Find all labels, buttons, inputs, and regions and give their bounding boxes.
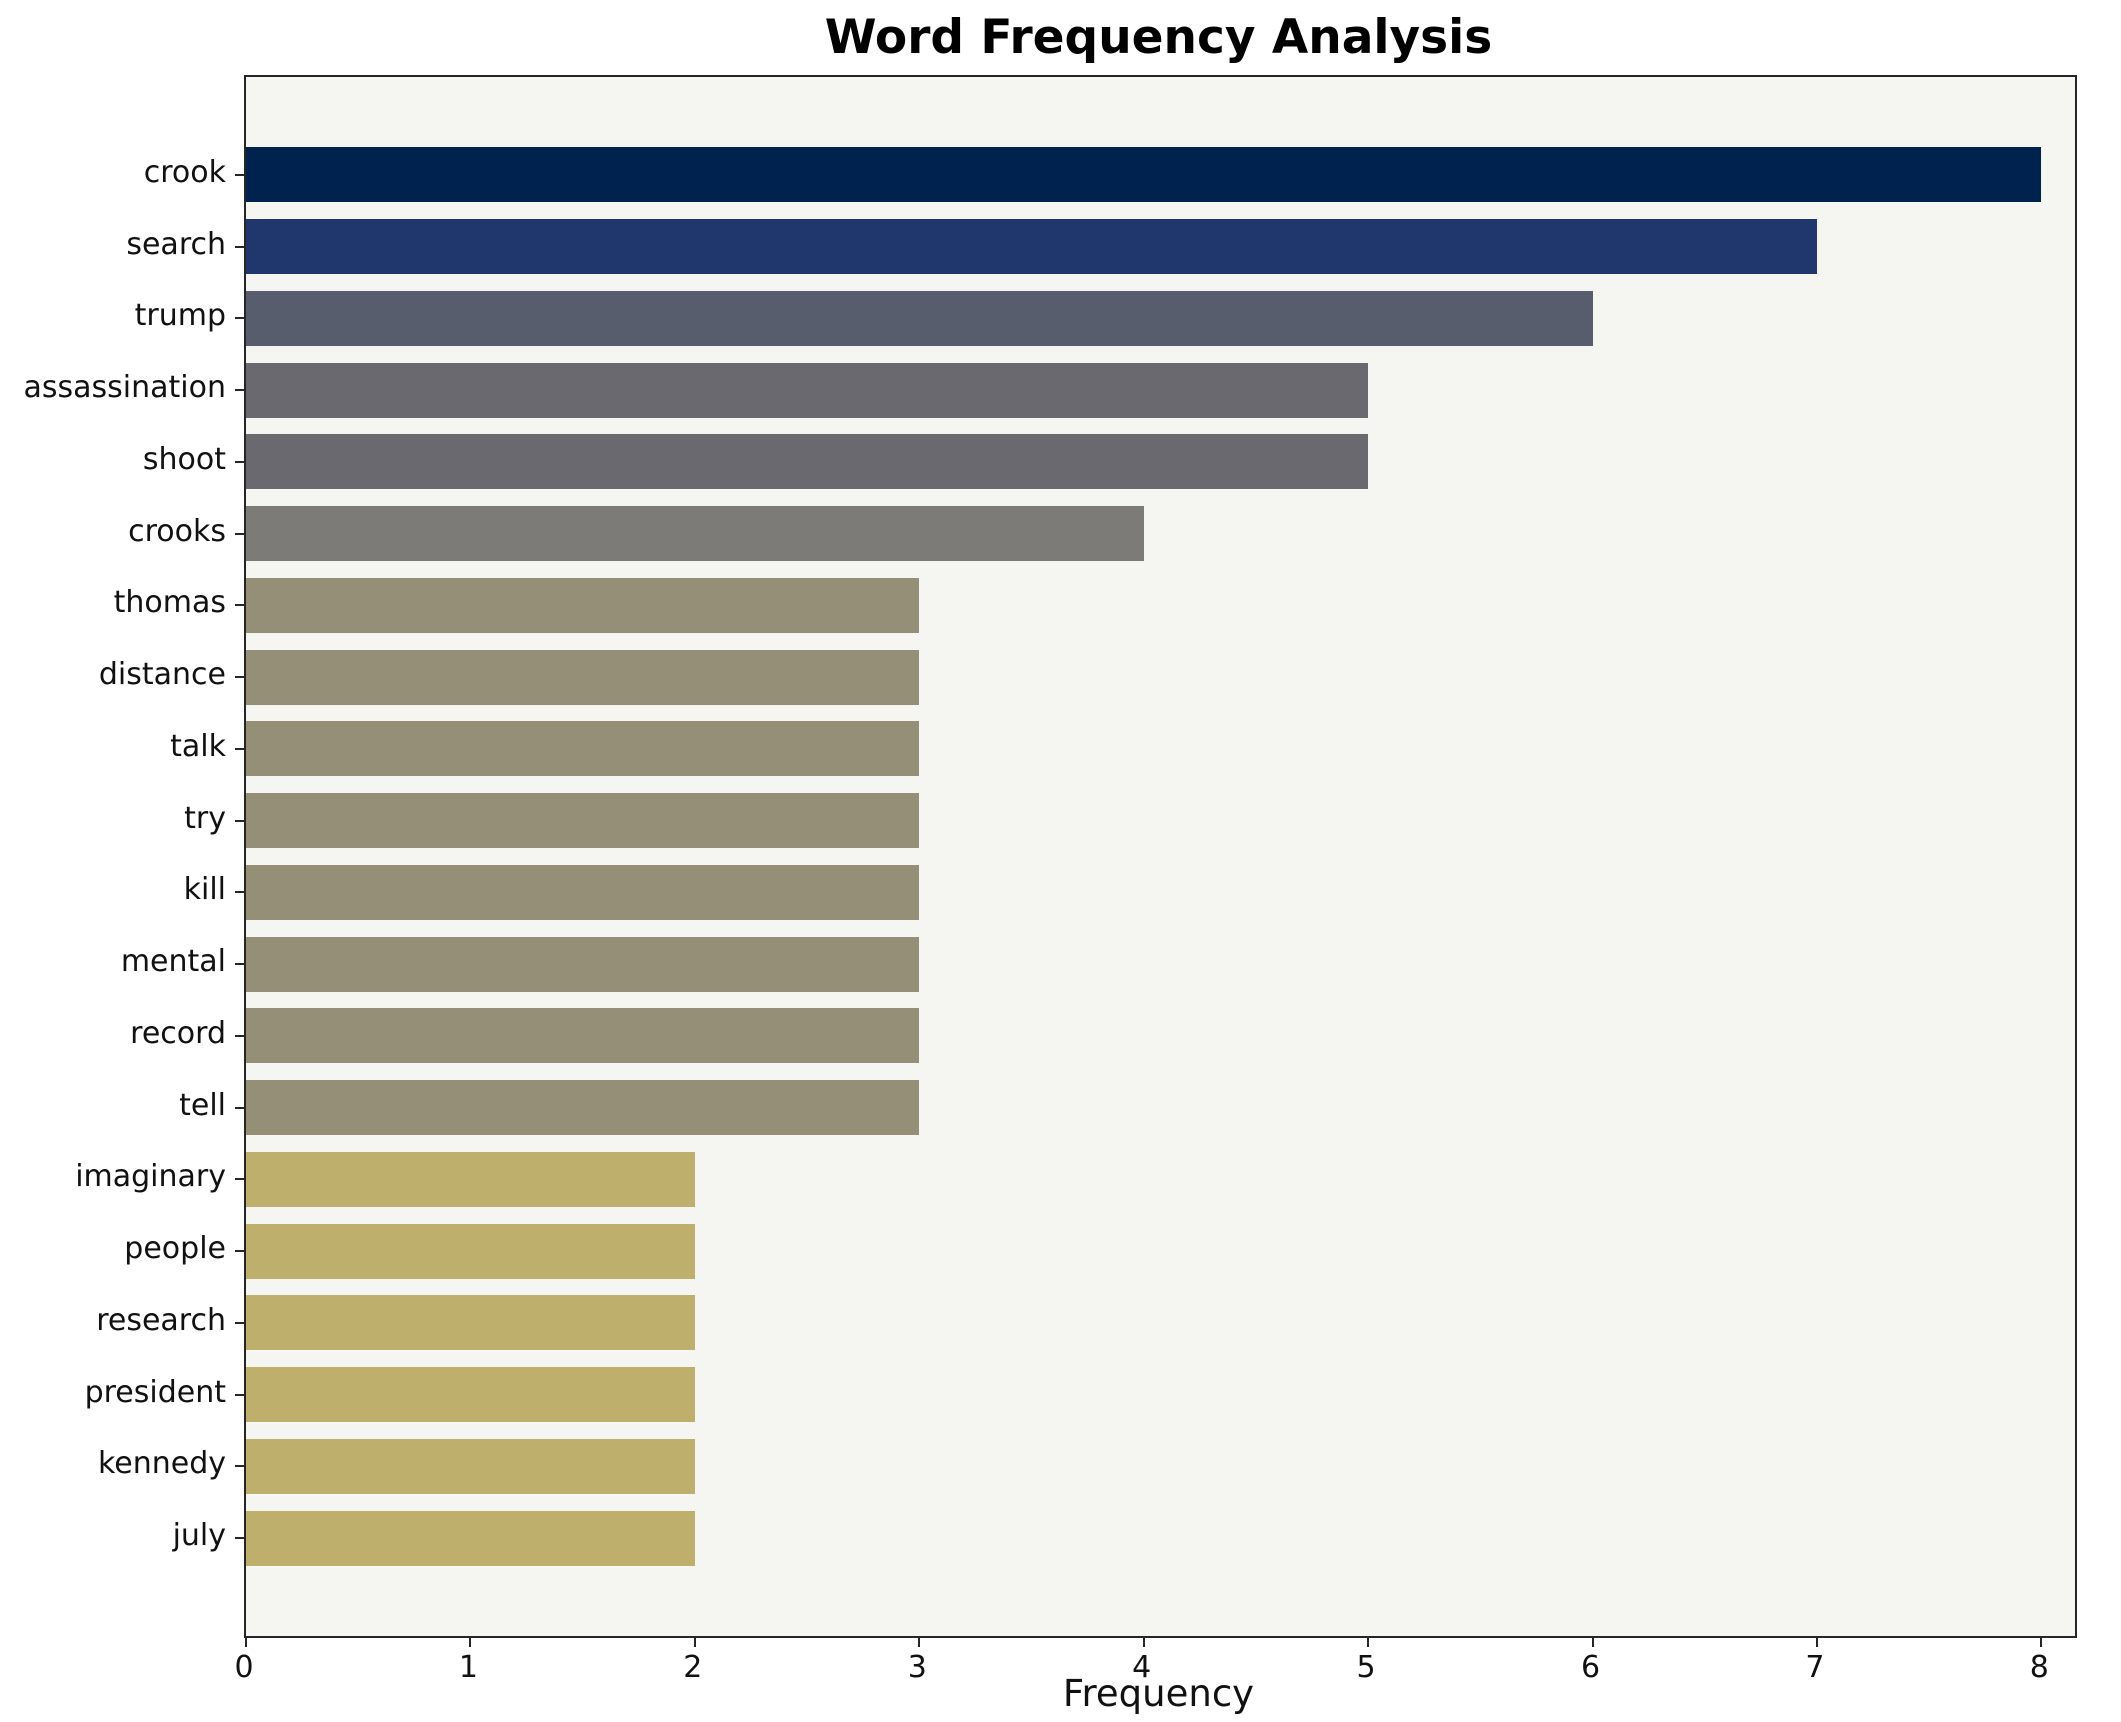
bar-president: [246, 1367, 695, 1423]
bar-kennedy: [246, 1438, 695, 1494]
bar-kill: [246, 864, 920, 920]
x-tick-label: 5: [1356, 1650, 1376, 1685]
y-tick-label: tell: [179, 1087, 226, 1123]
bar-shoot: [246, 434, 1369, 490]
bar-july: [246, 1510, 695, 1566]
y-tick-mark: [235, 1321, 244, 1324]
y-tick-label: thomas: [113, 585, 226, 621]
x-tick-mark: [1815, 1638, 1818, 1647]
x-tick-mark: [1591, 1638, 1594, 1647]
bar-trump: [246, 290, 1593, 346]
y-tick-mark: [235, 1178, 244, 1181]
y-tick-mark: [235, 819, 244, 822]
y-tick-label: record: [130, 1015, 226, 1051]
y-tick-label: july: [172, 1518, 226, 1554]
y-tick-label: research: [96, 1302, 226, 1338]
x-tick-mark: [1367, 1638, 1370, 1647]
y-tick-label: talk: [170, 728, 226, 764]
chart-title: Word Frequency Analysis: [824, 10, 1493, 65]
y-tick-mark: [235, 1034, 244, 1037]
bar-crooks: [246, 506, 1144, 562]
x-tick-label: 0: [234, 1650, 254, 1685]
bar-people: [246, 1223, 695, 1279]
y-tick-mark: [235, 317, 244, 320]
bar-record: [246, 1008, 920, 1064]
y-tick-label: people: [124, 1231, 226, 1267]
x-tick-mark: [245, 1638, 247, 1647]
x-tick-label: 3: [907, 1650, 927, 1685]
x-tick-label: 8: [2029, 1650, 2049, 1685]
bar-talk: [246, 721, 920, 777]
x-tick-mark: [469, 1638, 472, 1647]
y-tick-label: kill: [183, 872, 226, 908]
plot-area: [235, 75, 2077, 1647]
bar-imaginary: [246, 1151, 695, 1207]
y-tick-label: mental: [120, 944, 226, 980]
bar-thomas: [246, 577, 920, 633]
y-tick-mark: [235, 1393, 244, 1396]
x-tick-mark: [2040, 1638, 2043, 1647]
x-axis-label: Frequency: [1062, 1672, 1255, 1715]
y-tick-mark: [235, 245, 244, 248]
y-tick-mark: [235, 963, 244, 966]
bar-distance: [246, 649, 920, 705]
y-tick-mark: [235, 173, 244, 176]
x-tick-mark: [918, 1638, 921, 1647]
y-tick-label: search: [126, 226, 226, 262]
y-tick-label: trump: [134, 298, 226, 334]
x-tick-mark: [693, 1638, 696, 1647]
x-tick-label: 6: [1580, 1650, 1601, 1685]
y-tick-label: try: [184, 800, 226, 836]
y-tick-label: crook: [143, 154, 226, 190]
x-tick-label: 7: [1805, 1650, 1825, 1685]
y-tick-mark: [235, 389, 244, 392]
y-tick-mark: [235, 1465, 244, 1468]
y-tick-label: president: [84, 1374, 226, 1410]
y-tick-mark: [235, 747, 244, 750]
bar-crook: [246, 147, 2042, 203]
y-tick-mark: [235, 532, 244, 535]
y-tick-label: imaginary: [75, 1159, 226, 1195]
bar-assassination: [246, 362, 1369, 418]
y-tick-mark: [235, 676, 244, 679]
y-tick-mark: [235, 1106, 244, 1109]
x-tick-label: 4: [1132, 1650, 1152, 1685]
y-tick-label: shoot: [142, 441, 226, 477]
bar-search: [246, 219, 1817, 275]
x-tick-mark: [1142, 1638, 1145, 1647]
y-tick-mark: [235, 1537, 244, 1540]
x-tick-label: 1: [458, 1650, 478, 1685]
y-tick-label: distance: [98, 657, 226, 693]
y-tick-mark: [235, 1250, 244, 1253]
bar-try: [246, 793, 920, 849]
bar-research: [246, 1295, 695, 1351]
y-tick-label: assassination: [23, 370, 227, 406]
y-tick-mark: [235, 460, 244, 463]
y-tick-mark: [235, 604, 244, 607]
bar-tell: [246, 1080, 920, 1136]
bar-mental: [246, 936, 920, 992]
x-tick-label: 2: [683, 1650, 703, 1685]
y-tick-label: crooks: [128, 513, 226, 549]
y-tick-label: kennedy: [97, 1446, 226, 1482]
y-tick-mark: [235, 891, 244, 894]
